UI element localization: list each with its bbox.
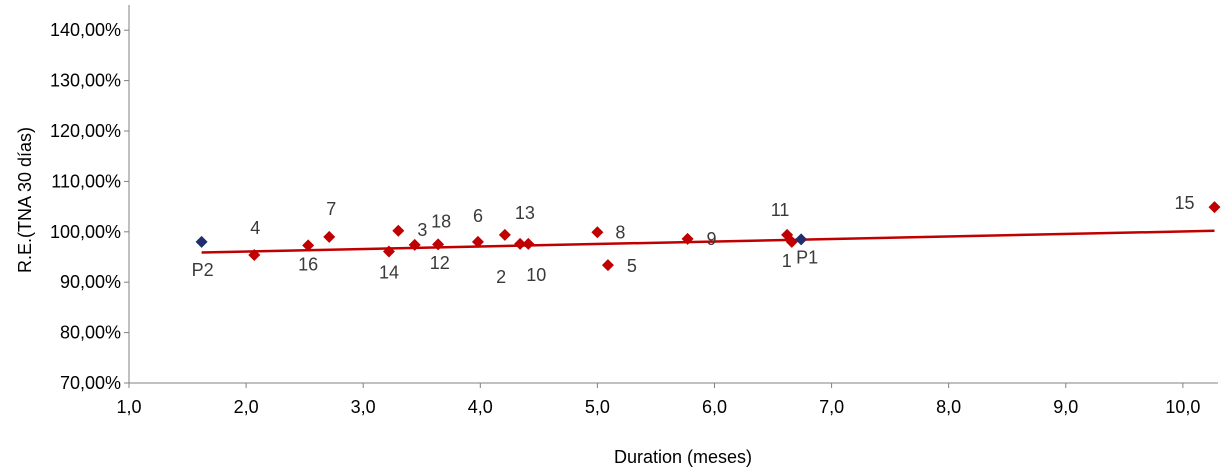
point-label: 16 (298, 254, 318, 274)
y-tick-label: 120,00% (50, 121, 121, 141)
point-label: 4 (250, 218, 260, 238)
y-tick-label: 80,00% (60, 323, 121, 343)
data-point (1208, 201, 1221, 214)
x-tick-label: 5,0 (585, 397, 610, 417)
x-tick-label: 9,0 (1053, 397, 1078, 417)
data-point (471, 235, 484, 248)
x-tick-label: 8,0 (936, 397, 961, 417)
y-axis-title: R.E.(TNA 30 días) (15, 127, 35, 273)
point-label: 7 (326, 199, 336, 219)
data-point (795, 233, 808, 246)
data-point (522, 237, 535, 250)
trendline (201, 229, 1215, 254)
point-label: 10 (526, 265, 546, 285)
x-tick-label: 10,0 (1165, 397, 1200, 417)
y-tick-label: 100,00% (50, 222, 121, 242)
data-point (248, 248, 261, 261)
x-tick-label: 7,0 (819, 397, 844, 417)
point-label: 1 (782, 251, 792, 271)
x-tick-label: 1,0 (116, 397, 141, 417)
data-point (408, 238, 421, 251)
point-label: 14 (379, 262, 399, 282)
point-label: P1 (796, 247, 818, 267)
point-label: 13 (515, 203, 535, 223)
x-axis-title: Duration (meses) (614, 447, 752, 467)
data-point (392, 224, 405, 237)
points-group (195, 201, 1221, 272)
point-label: 8 (615, 222, 625, 242)
point-label: 5 (627, 256, 637, 276)
point-label: 11 (771, 200, 790, 220)
x-tick-label: 4,0 (468, 397, 493, 417)
point-label: P2 (192, 260, 214, 280)
data-point (302, 239, 315, 252)
y-tick-label: 70,00% (60, 373, 121, 393)
data-point (382, 245, 395, 258)
data-point (785, 235, 798, 248)
point-label: 6 (473, 206, 483, 226)
point-label: 2 (496, 267, 506, 287)
point-label: 3 (417, 220, 427, 240)
data-point (195, 235, 208, 248)
point-label: 18 (431, 211, 451, 231)
data-point (323, 230, 336, 243)
y-tick-label: 130,00% (50, 71, 121, 91)
trendline-group (201, 229, 1215, 254)
data-point (591, 226, 604, 239)
point-label: 12 (430, 253, 450, 273)
y-tick-label: 110,00% (51, 171, 121, 191)
point-label: 15 (1174, 193, 1194, 213)
data-point (432, 238, 445, 251)
x-tick-label: 2,0 (234, 397, 259, 417)
data-point (601, 259, 614, 272)
x-tick-label: 3,0 (351, 397, 376, 417)
data-point (514, 237, 527, 250)
y-tick-label: 90,00% (60, 272, 121, 292)
data-point (498, 228, 511, 241)
y-tick-label: 140,00% (50, 20, 121, 40)
data-point (681, 232, 694, 245)
x-tick-label: 6,0 (702, 397, 727, 417)
axes: 70,00% 80,00% 90,00% 100,00% 110,00% 120,00% 1… (50, 5, 1218, 417)
point-label: 9 (707, 229, 717, 249)
